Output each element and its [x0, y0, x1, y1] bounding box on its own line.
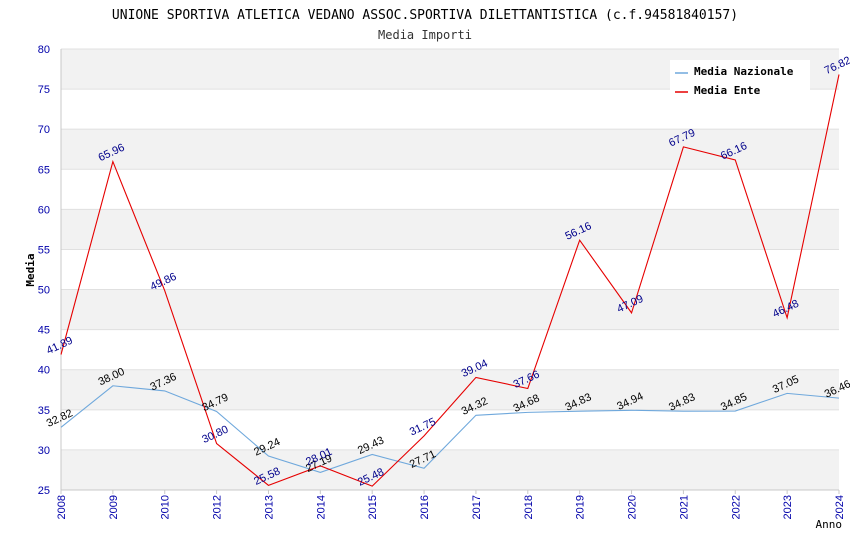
y-axis-label: Media	[24, 253, 37, 286]
series-lines	[60, 74, 840, 487]
y-tick-label: 25	[38, 485, 50, 497]
x-tick-label: 2023	[782, 495, 794, 519]
legend: Media Nazionale Media Ente	[670, 60, 810, 101]
y-tick-label: 50	[38, 285, 50, 297]
x-tick-label: 2015	[367, 495, 379, 519]
y-tick-label: 35	[38, 405, 50, 417]
x-tick-label: 2020	[627, 495, 639, 519]
series-line-media-ente	[60, 74, 840, 487]
x-tick-label: 2013	[263, 495, 275, 519]
x-tick-label: 2008	[56, 495, 68, 519]
y-tick-label: 45	[38, 325, 50, 337]
legend-label-media-ente: Media Ente	[694, 84, 761, 97]
plot-band	[61, 449, 839, 490]
x-tick-label: 2018	[523, 495, 535, 519]
y-tick-label: 75	[38, 84, 50, 96]
axes	[60, 49, 839, 491]
x-tick-label: 2017	[471, 495, 483, 519]
plot-band	[61, 329, 839, 370]
plot-band	[61, 249, 839, 290]
x-tick-label: 2021	[678, 495, 690, 519]
plot-band	[61, 169, 839, 210]
x-tick-label: 2022	[730, 495, 742, 519]
x-tick-label: 2009	[108, 495, 120, 519]
plot-band	[61, 369, 839, 410]
y-ticks: 25 30 35 40 45 50 55 60 65 70 75 80	[38, 44, 50, 497]
y-tick-label: 40	[38, 365, 50, 377]
legend-box	[670, 60, 810, 101]
y-tick-label: 55	[38, 244, 50, 256]
y-tick-label: 30	[38, 445, 50, 457]
y-tick-label: 65	[38, 164, 50, 176]
series-line-media-nazionale	[60, 385, 840, 474]
chart-subtitle: Media Importi	[378, 28, 472, 42]
plot-band	[61, 129, 839, 170]
plot-band	[61, 289, 839, 330]
x-tick-label: 2016	[419, 495, 431, 519]
plot-bands	[61, 49, 839, 490]
x-tick-label: 2012	[212, 495, 224, 519]
x-tick-label: 2024	[834, 495, 846, 519]
y-tick-label: 70	[38, 124, 50, 136]
y-tick-label: 80	[38, 44, 50, 56]
plot-band	[61, 409, 839, 450]
x-axis-label: Anno	[816, 518, 843, 531]
chart-title: UNIONE SPORTIVA ATLETICA VEDANO ASSOC.SP…	[112, 8, 738, 23]
legend-label-media-nazionale: Media Nazionale	[694, 65, 794, 78]
x-tick-label: 2019	[575, 495, 587, 519]
x-tick-label: 2010	[160, 495, 172, 519]
x-tick-label: 2014	[315, 495, 327, 519]
x-ticks: 2008 2009 2010 2012 2013 2014 2015 2016 2017 2018…	[56, 490, 846, 519]
plot-band	[61, 209, 839, 250]
y-tick-label: 60	[38, 204, 50, 216]
